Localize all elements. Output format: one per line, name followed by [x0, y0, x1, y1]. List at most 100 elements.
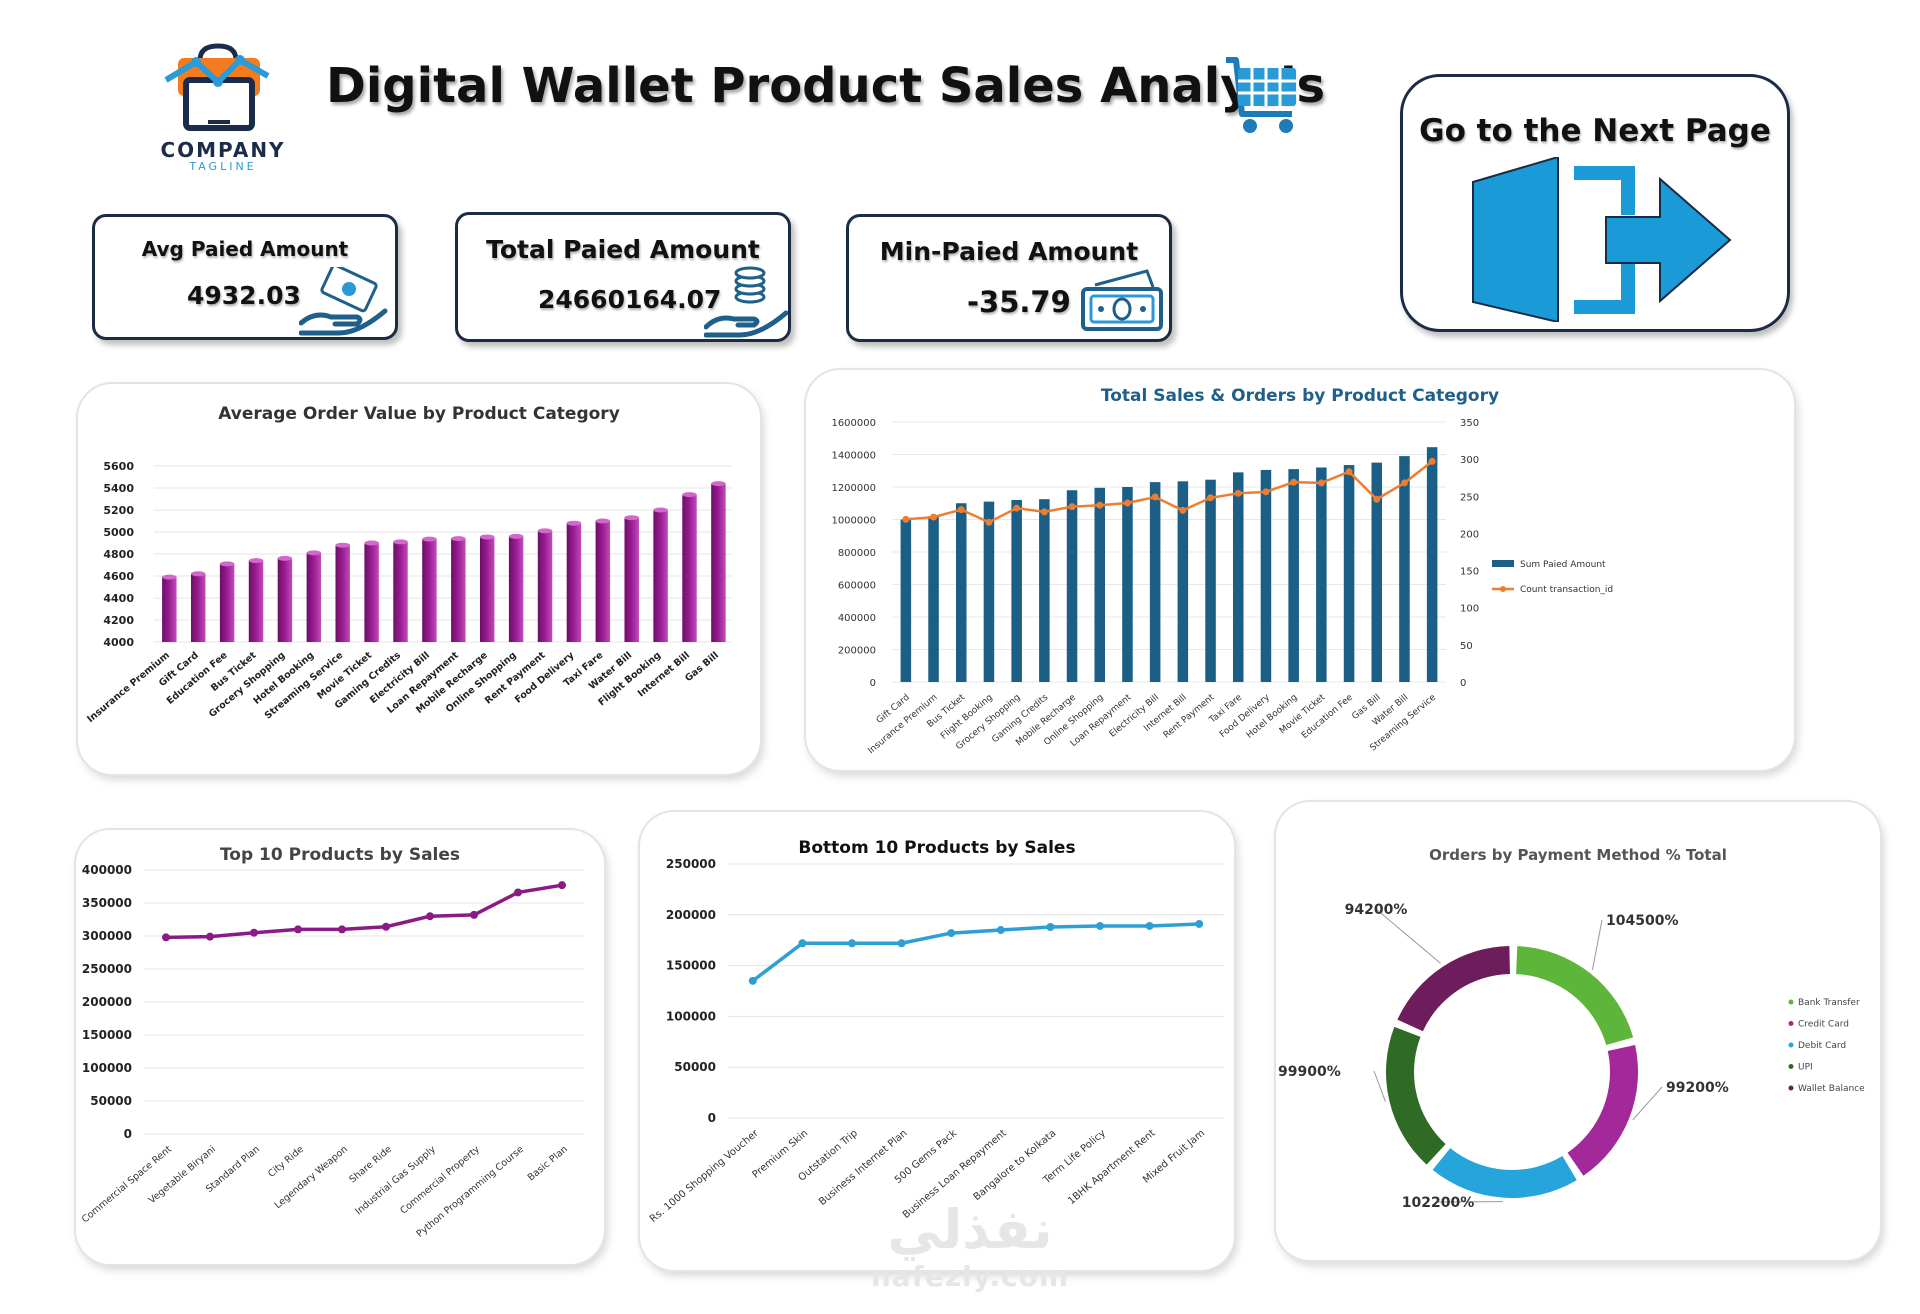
slice-label: 102200% [1402, 1195, 1474, 1211]
line-point [250, 928, 258, 937]
line-point [162, 933, 170, 942]
bar [1039, 499, 1050, 682]
y-tick-label: 150000 [82, 1028, 132, 1042]
y-tick-label: 5200 [103, 504, 134, 517]
y-tick-label: 4600 [103, 570, 134, 583]
x-tick-label: Business Internet Plan [817, 1128, 909, 1208]
bar-cap [190, 571, 206, 577]
line-point [1428, 457, 1436, 465]
x-tick-label: Bangalore to Kolkata [972, 1128, 1059, 1203]
line-point [1145, 921, 1154, 930]
bar [1094, 487, 1106, 682]
y-tick-label: 5600 [103, 460, 134, 473]
bar [162, 577, 177, 642]
legend-swatch [1788, 1021, 1794, 1026]
line-point [897, 939, 906, 948]
top10-products-plot: 0 50000 100000 150000 200000 250000 300000 3500… [80, 863, 584, 1240]
line-point [1317, 479, 1325, 487]
y-tick-label: 150000 [666, 959, 716, 973]
donut-slice [1397, 946, 1510, 1032]
line-point [426, 912, 434, 921]
y-tick-label: 1600000 [831, 418, 876, 429]
line-point [1123, 499, 1131, 507]
chart-title: Bottom 10 Products by Sales [798, 838, 1076, 858]
coins-hand-icon [704, 266, 788, 338]
line-point [748, 976, 757, 985]
leader-line [1632, 1086, 1663, 1121]
page-title: Digital Wallet Product Sales Analysis [326, 58, 1326, 114]
y2-tick-label: 250 [1460, 492, 1479, 503]
y2-tick-label: 300 [1460, 455, 1479, 466]
bar [624, 517, 639, 642]
y-tick-label: 250000 [82, 962, 132, 976]
x-tick-label: Rs. 1000 Shopping Voucher [648, 1127, 761, 1225]
avg-order-value-chart: Average Order Value by Product Category … [78, 384, 760, 774]
line-point [1040, 508, 1048, 516]
y2-tick-label: 350 [1460, 418, 1479, 429]
donut-slice [1432, 1148, 1577, 1198]
bar [1371, 462, 1383, 682]
y-tick-label: 1400000 [831, 451, 876, 462]
bar [1426, 447, 1438, 682]
next-page-button[interactable]: Go to the Next Page [1400, 74, 1790, 332]
sales-orders-chart: Total Sales & Orders by Product Category… [806, 370, 1794, 770]
y-tick-label: 0 [708, 1111, 716, 1125]
y-tick-label: 200000 [838, 646, 876, 657]
line-point [947, 929, 956, 938]
y-tick-label: 0 [870, 678, 876, 689]
legend-label: Bank Transfer [1798, 998, 1860, 1008]
y-tick-label: 300000 [82, 929, 132, 943]
y-tick-label: 4000 [103, 636, 134, 649]
slice-label: 94200% [1345, 902, 1408, 918]
legend-label: UPI [1798, 1063, 1813, 1073]
y-tick-label: 5000 [103, 526, 134, 539]
watermark: نفذلي nafezly.com [860, 1198, 1080, 1294]
line-point [1046, 922, 1055, 931]
x-tick-label: Education Fee [1300, 692, 1355, 741]
line-point [1195, 919, 1204, 928]
line-point [1151, 493, 1159, 501]
line-point [1096, 501, 1104, 509]
legend-label: Wallet Balance [1798, 1084, 1865, 1094]
y-tick-label: 100000 [82, 1061, 132, 1075]
bottom10-products-chart: Bottom 10 Products by Sales 0 50000 100000… [640, 812, 1234, 1270]
bar [479, 536, 495, 642]
line-point [206, 932, 214, 941]
series-line [751, 922, 1200, 983]
x-tick-label: 1BHK Apartment Rent [1066, 1128, 1157, 1207]
line-point [1207, 494, 1215, 502]
y-tick-label: 4400 [103, 592, 134, 605]
watermark-arabic: نفذلي [887, 1198, 1053, 1261]
watermark-latin: nafezly.com [870, 1260, 1070, 1293]
bar [1122, 487, 1133, 682]
y-tick-label: 400000 [82, 863, 132, 877]
bar [1205, 479, 1216, 682]
bar-cap [595, 518, 611, 524]
bar [422, 539, 437, 642]
kpi-avg-value: 4932.03 [187, 281, 301, 310]
series-line [905, 460, 1433, 524]
bar-cap [508, 533, 524, 539]
y2-tick-label: 50 [1460, 641, 1473, 652]
bar [1149, 482, 1161, 682]
bar [1288, 469, 1299, 682]
y2-tick-label: 100 [1460, 604, 1479, 615]
bar-cap [711, 481, 726, 487]
x-tick-label: Insurance Premium [85, 650, 172, 725]
payment-method-chart: Orders by Payment Method % Total 104500%… [1276, 802, 1880, 1260]
legend-label: Sum Paied Amount [1520, 560, 1606, 570]
donut-slice [1516, 946, 1634, 1046]
line-point [902, 515, 910, 523]
x-tick-label: Industrial Gas Supply [353, 1144, 438, 1218]
slice-label: 104500% [1606, 913, 1678, 929]
donut-slice [1567, 1045, 1638, 1176]
line-point [1013, 504, 1021, 512]
donut-slice [1386, 1026, 1446, 1165]
slice-label: 99900% [1278, 1064, 1341, 1080]
y2-tick-label: 200 [1460, 529, 1479, 540]
kpi-total-value: 24660164.07 [538, 285, 722, 314]
bar [219, 563, 235, 642]
bar-cap [624, 515, 639, 521]
line-point [798, 939, 807, 948]
kpi-min-value: -35.79 [967, 285, 1071, 319]
